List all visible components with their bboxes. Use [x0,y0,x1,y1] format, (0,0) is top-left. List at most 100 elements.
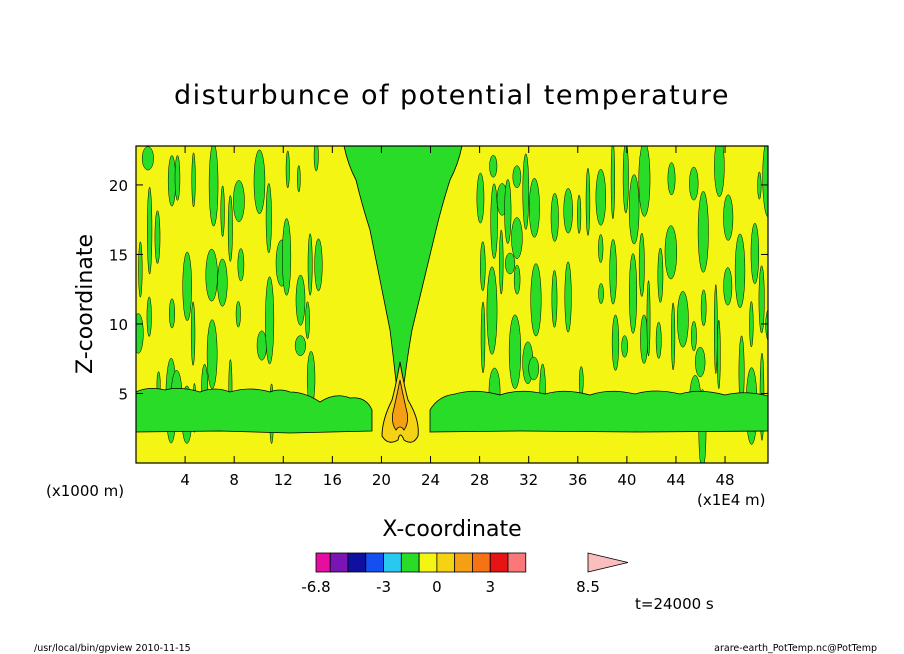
streak [530,263,542,337]
x-tick-label: 36 [568,471,587,489]
streak [700,289,707,327]
streak [757,171,762,200]
streak [638,146,651,217]
streak [205,248,218,302]
streak [294,335,306,357]
streak [511,217,523,259]
colorbar-label: 8.5 [576,578,600,596]
x-axis-label: X-coordinate [382,517,521,542]
streak [629,253,638,334]
x-tick-label: 28 [470,471,489,489]
streak [522,153,530,230]
streak [689,166,699,201]
streak [486,266,498,355]
streak [671,302,676,371]
streak [646,280,651,357]
streak [690,320,697,352]
streak [640,314,648,364]
streak [677,291,689,348]
streak [714,146,725,197]
y-tick-label: 20 [109,177,128,195]
streak [141,146,154,171]
x-tick-label: 40 [617,471,636,489]
x-tick-label: 44 [666,471,685,489]
streak [695,346,706,378]
streak [504,179,512,244]
colorbar-label: 3 [485,578,495,596]
y-axis: 5 10 15 20 [109,177,768,403]
streak [147,186,153,275]
streak [237,248,245,282]
x-unit-label: (x1E4 m) [697,491,766,509]
x-tick-label: 48 [716,471,735,489]
streak [723,194,734,241]
colorbar-arrow [587,552,629,573]
streak [307,233,313,296]
colorbar-segment [489,552,509,573]
streak [138,241,143,298]
streak [282,218,292,296]
streak [490,183,498,259]
streak [716,319,721,390]
colorbar-label: -3 [376,578,391,596]
source-inner [392,379,408,431]
streak [253,149,266,215]
streak [256,330,267,361]
colorbar-segment [347,552,367,573]
colorbar-segment [329,552,349,573]
streak [758,265,765,334]
streak [610,146,615,220]
x-tick-label: 20 [372,471,391,489]
streak [305,301,310,340]
streak [167,155,176,207]
streak [622,146,629,214]
colorbar-segment [383,552,402,573]
streak [504,252,516,275]
colorbar-segment [454,552,473,573]
streak [508,314,522,389]
lower-layer-left [136,388,373,434]
streak [480,301,486,374]
streak [621,335,628,358]
colorbar: -6.8 -3 0 3 8.5 [301,552,629,596]
streak [295,274,306,326]
streak [265,276,275,365]
streak [513,264,521,295]
y-axis-label: Z-coordinate [73,234,98,374]
upper-streaks [136,146,768,463]
colorbar-segment [472,552,491,573]
streak [208,146,219,227]
streak [713,284,718,374]
streak [233,180,245,223]
streak [595,169,606,226]
streak [750,222,760,285]
streak [227,195,233,262]
streak [577,194,582,234]
streak [762,146,768,218]
streak [220,185,225,237]
streak [489,154,498,178]
footer-left: /usr/local/bin/gpview 2010-11-15 [34,643,191,654]
colorbar-segment [507,552,527,573]
streak [609,239,617,305]
streak [182,251,192,322]
streak [734,233,746,309]
colorbar-label: -6.8 [301,578,330,596]
streak [664,225,678,280]
streak [313,146,319,172]
streak [551,269,558,328]
streak [297,165,301,193]
streak [578,366,584,397]
y-tick-label: 10 [109,316,128,334]
footer-right: arare-earth_PotTemp.nc@PotTemp [714,643,877,654]
streak [564,261,572,333]
streak [476,172,485,224]
streak [217,258,228,307]
streak [174,155,181,201]
streak [657,247,664,303]
streak [655,321,662,359]
streak [767,241,768,273]
y-tick-label: 15 [109,246,128,264]
x-tick-label: 16 [323,471,342,489]
